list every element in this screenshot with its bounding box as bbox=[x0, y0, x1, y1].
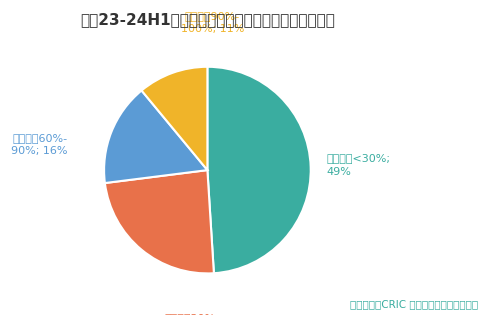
Text: 数据来源：CRIC 中国房地产决策咨询系统: 数据来源：CRIC 中国房地产决策咨询系统 bbox=[350, 299, 478, 309]
Wedge shape bbox=[105, 170, 214, 273]
Text: 销售进度<30%;
49%: 销售进度<30%; 49% bbox=[326, 153, 390, 176]
Wedge shape bbox=[207, 67, 311, 273]
Wedge shape bbox=[104, 90, 207, 183]
Text: 销售进度60%-
90%; 16%: 销售进度60%- 90%; 16% bbox=[11, 133, 68, 156]
Wedge shape bbox=[142, 67, 207, 170]
Title: 图：23-24H1成交宅地已开盘项目销售进度（按建面）: 图：23-24H1成交宅地已开盘项目销售进度（按建面） bbox=[80, 12, 335, 27]
Text: 销售进度30%-
60%; 24%: 销售进度30%- 60%; 24% bbox=[163, 313, 220, 315]
Text: 销售进度90%-
100%; 11%: 销售进度90%- 100%; 11% bbox=[181, 10, 244, 34]
